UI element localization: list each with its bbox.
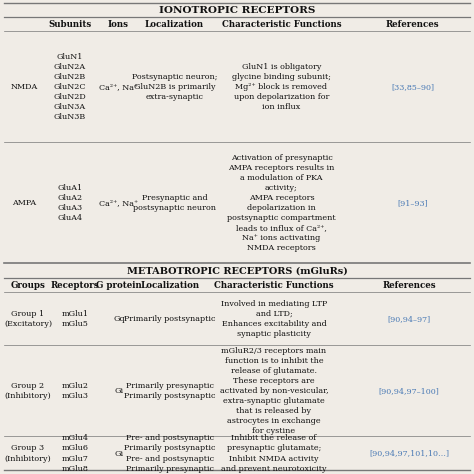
Text: Gi: Gi	[114, 449, 124, 457]
Text: mGlu1
mGlu5: mGlu1 mGlu5	[62, 310, 89, 328]
Text: GluA1
GluA2
GluA3
GluA4: GluA1 GluA2 GluA3 GluA4	[57, 184, 82, 222]
Text: Gq: Gq	[113, 315, 125, 323]
Text: [90,94,97–100]: [90,94,97–100]	[379, 387, 439, 395]
Text: Localization: Localization	[140, 281, 200, 290]
Text: NMDA: NMDA	[10, 83, 37, 91]
Text: mGlu2
mGlu3: mGlu2 mGlu3	[62, 382, 89, 400]
Text: Postsynaptic neuron;
GluN2B is primarily
extra-synaptic: Postsynaptic neuron; GluN2B is primarily…	[132, 73, 217, 101]
Text: METABOTROPIC RECEPTORS (mGluRs): METABOTROPIC RECEPTORS (mGluRs)	[127, 266, 347, 275]
Text: Characteristic Functions: Characteristic Functions	[214, 281, 334, 290]
Text: Primarily postsynaptic: Primarily postsynaptic	[124, 315, 216, 323]
Text: References: References	[382, 281, 436, 290]
Text: [90,94,97,101,10…]: [90,94,97,101,10…]	[369, 449, 449, 457]
Text: Group 3
(Inhibitory): Group 3 (Inhibitory)	[5, 445, 51, 463]
Text: Group 1
(Excitatory): Group 1 (Excitatory)	[4, 310, 52, 328]
Text: [33,85–90]: [33,85–90]	[391, 83, 434, 91]
Text: G protein: G protein	[96, 281, 142, 290]
Text: Gi: Gi	[114, 387, 124, 395]
Text: AMPA: AMPA	[12, 199, 36, 207]
Text: [91–93]: [91–93]	[397, 199, 428, 207]
Text: [90,94–97]: [90,94–97]	[387, 315, 430, 323]
Text: Localization: Localization	[145, 20, 204, 29]
Text: GluN1 is obligatory
glycine binding subunit;
Mg²⁺ block is removed
upon depolari: GluN1 is obligatory glycine binding subu…	[232, 63, 331, 111]
Text: IONOTROPIC RECEPTORS: IONOTROPIC RECEPTORS	[159, 6, 315, 15]
Text: Pre- and postsynaptic
Primarily postsynaptic
Pre- and postsynaptic
Primarily pre: Pre- and postsynaptic Primarily postsyna…	[124, 434, 216, 473]
Text: Primarily presynaptic
Primarily postsynaptic: Primarily presynaptic Primarily postsyna…	[124, 382, 216, 400]
Text: GluN1
GluN2A
GluN2B
GluN2C
GluN2D
GluN3A
GluN3B: GluN1 GluN2A GluN2B GluN2C GluN2D GluN3A…	[54, 53, 86, 121]
Text: Groups: Groups	[10, 281, 46, 290]
Text: Receptors: Receptors	[51, 281, 100, 290]
Text: Ca²⁺, Na⁺: Ca²⁺, Na⁺	[99, 83, 138, 91]
Text: mGluR2/3 receptors main
function is to inhibit the
release of glutamate.
These r: mGluR2/3 receptors main function is to i…	[219, 346, 328, 436]
Text: Presynaptic and
postsynaptic neuron: Presynaptic and postsynaptic neuron	[133, 194, 216, 212]
Text: Activation of presynaptic
AMPA receptors results in
a modulation of PKA
activity: Activation of presynaptic AMPA receptors…	[227, 154, 336, 253]
Text: Involved in mediating LTP
and LTD;
Enhances excitability and
synaptic plasticity: Involved in mediating LTP and LTD; Enhan…	[221, 300, 327, 338]
Text: Inhibit the release of
presynaptic glutamate;
Inhibit NMDA activity
and prevent : Inhibit the release of presynaptic gluta…	[221, 434, 327, 473]
Text: Subunits: Subunits	[48, 20, 91, 29]
Text: Ca²⁺, Na⁺: Ca²⁺, Na⁺	[99, 199, 138, 207]
Text: mGlu4
mGlu6
mGlu7
mGlu8: mGlu4 mGlu6 mGlu7 mGlu8	[62, 434, 89, 473]
Text: Ions: Ions	[108, 20, 129, 29]
Text: Group 2
(Inhibitory): Group 2 (Inhibitory)	[5, 382, 51, 400]
Text: Characteristic Functions: Characteristic Functions	[222, 20, 341, 29]
Text: References: References	[386, 20, 439, 29]
